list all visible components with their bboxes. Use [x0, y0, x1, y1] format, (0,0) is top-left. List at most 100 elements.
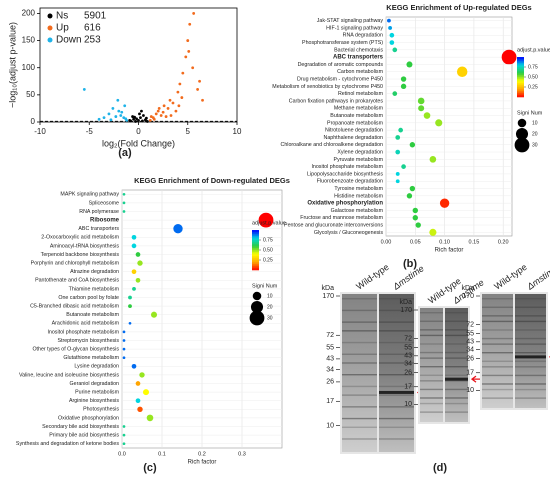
chart-title: KEGG Enrichment of Down-regulated DEGs [134, 176, 290, 185]
size-legend-title: Signi Num [252, 283, 278, 289]
point [119, 114, 123, 117]
x-tick-label: 0.10 [439, 239, 450, 245]
color-bar-step [517, 95, 524, 98]
marker-label: 43 [326, 356, 334, 363]
size-swatch [252, 291, 262, 301]
dot [131, 269, 137, 275]
legend-count: 5901 [84, 11, 107, 22]
color-tick-label: 0.75 [528, 64, 538, 70]
point [171, 101, 175, 105]
gel-band [379, 426, 414, 428]
point [111, 107, 115, 110]
panel-label: (a) [118, 147, 132, 159]
category-label: Metabolism of xenobiotics by cytochrome … [272, 84, 383, 90]
dot [128, 304, 132, 309]
dot [137, 260, 143, 266]
color-legend-title: adjust.p.value [252, 220, 286, 226]
dot [429, 228, 437, 236]
gel-band [482, 374, 513, 377]
dot [409, 142, 416, 148]
category-label: Photosynthesis [83, 407, 119, 413]
gel-band [420, 366, 443, 368]
dot [415, 222, 421, 228]
point [157, 107, 161, 110]
lane-label: Wild-type [354, 262, 390, 292]
marker-label: 72 [326, 332, 334, 339]
dot [122, 425, 126, 428]
dot [395, 135, 401, 140]
dot [122, 330, 126, 334]
category-label: 2-Oxocarboxylic acid metabolism [41, 235, 119, 241]
marker-label: 170 [322, 293, 334, 300]
gel-band [342, 321, 377, 323]
dot [128, 295, 132, 300]
dot [122, 192, 126, 196]
marker-label: 43 [404, 353, 412, 360]
gel-band [482, 397, 513, 399]
dot [135, 252, 141, 257]
category-label: Inositol phosphate metabolism [47, 329, 119, 335]
gel-band [342, 362, 377, 364]
category-label: Carbon metabolism [337, 69, 384, 75]
gel-band [420, 380, 443, 382]
marker-label: 17 [466, 370, 474, 377]
target-band [445, 377, 468, 381]
category-label: C5-Branched dibasic acid metabolism [30, 304, 119, 310]
gel-band [515, 366, 546, 368]
lane-label: Δmstime [524, 263, 550, 292]
category-label: Tyrosine metabolism [334, 186, 383, 192]
gel-band [515, 374, 546, 377]
gel-band [342, 406, 377, 408]
category-label: Jak-STAT signaling pathway [317, 18, 384, 24]
category-label: Glycolysis / Gluconeogenesis [314, 230, 384, 236]
category-label: Secondary bile acid biosynthesis [42, 424, 119, 430]
point [133, 115, 136, 119]
color-bar-step [517, 57, 524, 60]
dot [406, 61, 413, 68]
point [154, 112, 158, 116]
target-band [379, 390, 414, 394]
gel-band [420, 388, 443, 391]
gel-band [420, 397, 443, 399]
color-bar-step [517, 81, 524, 84]
gel-band [342, 353, 377, 355]
gel-band [342, 426, 377, 428]
category-label: Galactose metabolism [331, 208, 384, 214]
category-label: Arachidonic acid metabolism [52, 321, 120, 327]
dot [400, 76, 407, 82]
marker-label: 72 [404, 335, 412, 342]
category-label: Oxidative phosphorylation [307, 201, 383, 207]
point [128, 118, 132, 122]
point [176, 90, 180, 94]
chart-title: KEGG Enrichment of Up-regulated DEGs [386, 3, 531, 12]
point [140, 109, 143, 113]
category-label: Propanoate metabolism [327, 120, 384, 126]
dot [122, 442, 126, 446]
color-bar-step [517, 83, 524, 86]
marker-label: 10 [326, 422, 334, 429]
point [120, 110, 124, 114]
size-label: 20 [532, 131, 538, 137]
dot [122, 433, 126, 437]
plot-frame [39, 7, 238, 123]
gel-band [445, 374, 468, 376]
category-label: Ribosome [90, 218, 120, 224]
dot [131, 243, 137, 249]
color-tick-label: 0.50 [263, 247, 273, 253]
legend-count: 253 [84, 35, 101, 46]
dot [389, 40, 395, 45]
category-label: Pentose and glucuronate interconversions [284, 222, 383, 228]
category-label: Fructose and mannose metabolism [300, 215, 383, 221]
category-label: Other types of O-glycan biosynthesis [32, 347, 119, 353]
marker-label: 55 [326, 344, 334, 351]
dot [418, 105, 425, 112]
point [82, 88, 86, 91]
panel-label: (c) [143, 462, 157, 474]
gel-band [342, 309, 377, 312]
point [137, 118, 140, 122]
gel-band [342, 438, 377, 440]
category-label: Methane metabolism [334, 106, 384, 112]
gel-band [482, 315, 513, 317]
size-label: 30 [267, 315, 273, 321]
x-tick-label: 0.15 [469, 239, 480, 245]
